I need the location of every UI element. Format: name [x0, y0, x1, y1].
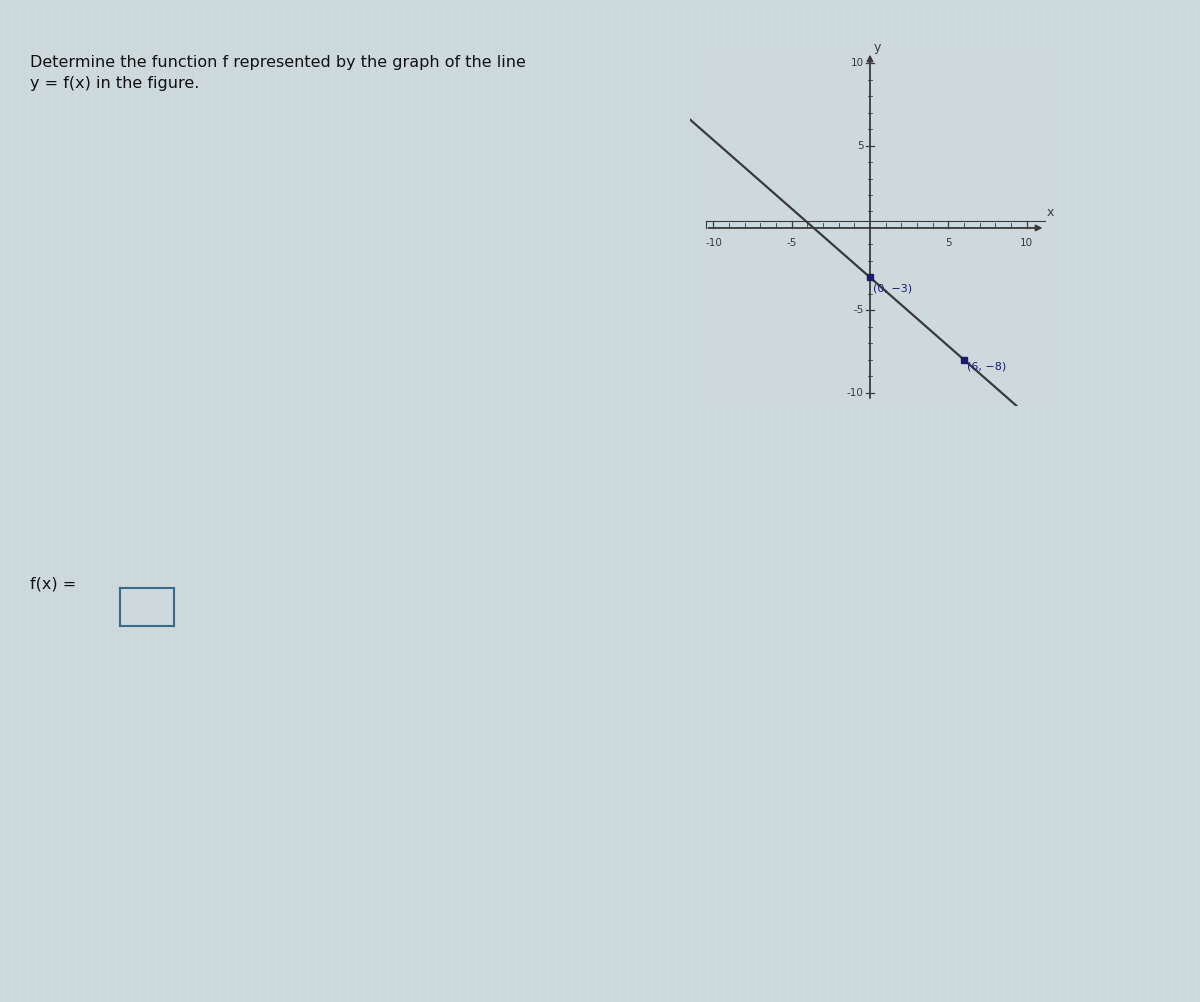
- Text: -5: -5: [853, 306, 864, 316]
- Text: -10: -10: [847, 388, 864, 398]
- Text: Determine the function f represented by the graph of the line
y = f(x) in the fi: Determine the function f represented by …: [30, 55, 526, 91]
- Text: (0, −3): (0, −3): [874, 284, 912, 294]
- Text: x: x: [1046, 205, 1055, 218]
- Text: y: y: [874, 41, 881, 54]
- Text: 10: 10: [851, 58, 864, 68]
- Text: (6, −8): (6, −8): [967, 362, 1007, 372]
- Text: -10: -10: [706, 237, 722, 247]
- Text: f(x) =: f(x) =: [30, 576, 77, 591]
- Text: 5: 5: [944, 237, 952, 247]
- Text: -5: -5: [786, 237, 797, 247]
- Text: 5: 5: [857, 140, 864, 150]
- Text: 10: 10: [1020, 237, 1033, 247]
